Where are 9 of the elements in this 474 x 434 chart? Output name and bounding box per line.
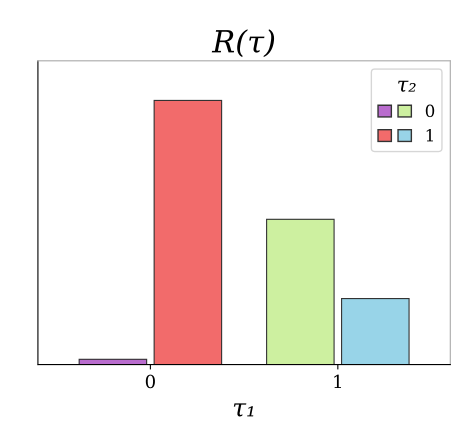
legend-title: τ₂	[398, 80, 416, 92]
legend-label: 1	[426, 129, 433, 142]
bar	[266, 218, 335, 365]
bar	[78, 358, 148, 365]
bar	[154, 100, 222, 365]
legend-label: 0	[426, 104, 434, 118]
chart-title: R(τ)	[212, 29, 274, 58]
bar	[341, 298, 410, 365]
x-axis-title: τ₁	[234, 403, 254, 416]
